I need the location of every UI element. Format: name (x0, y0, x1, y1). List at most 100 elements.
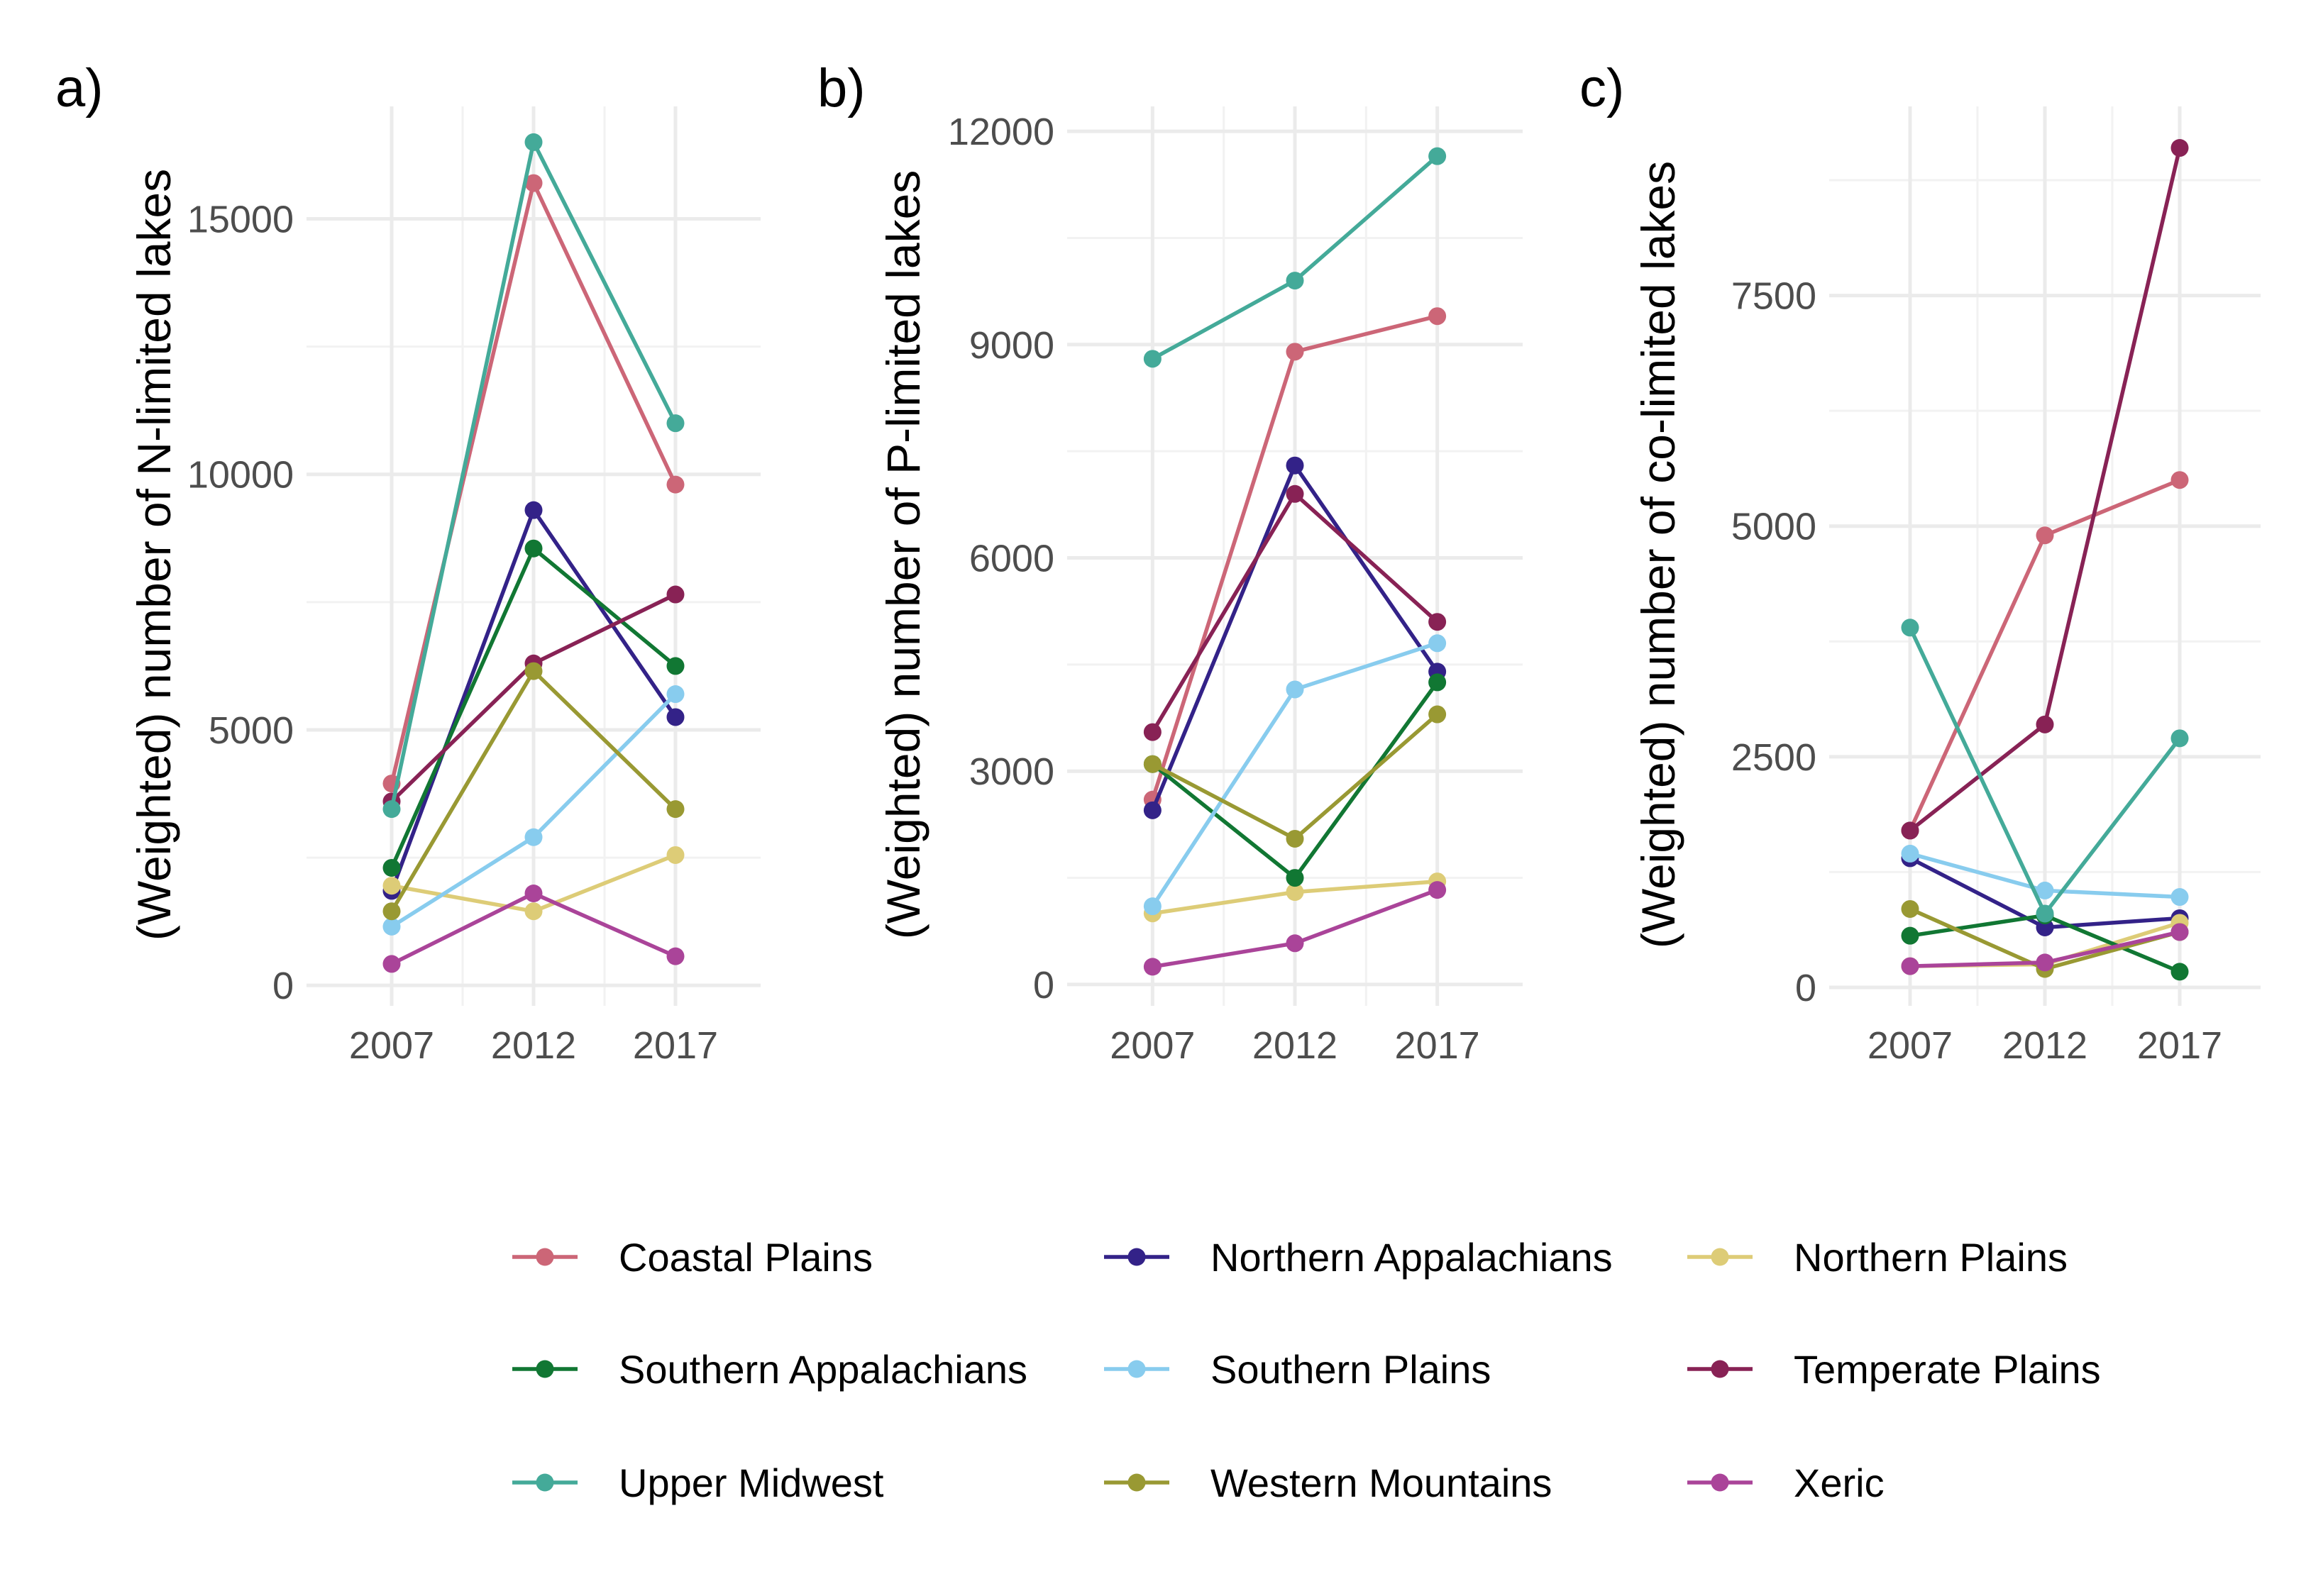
y-tick-label: 7500 (1731, 275, 1816, 318)
legend-item-southern-appalachians: Southern Appalachians (512, 1347, 1027, 1392)
data-point-xeric (1143, 958, 1162, 976)
data-point-southern-plains (1143, 897, 1162, 916)
data-point-western-mountains (524, 662, 543, 680)
y-tick-label: 0 (272, 965, 294, 1007)
data-point-xeric (2036, 953, 2054, 972)
legend-item-northern-plains: Northern Plains (1687, 1235, 2068, 1280)
data-point-coastal-plains (666, 475, 685, 494)
legend-label: Coastal Plains (619, 1235, 873, 1280)
panel-b-tag: b) (817, 58, 866, 118)
panel-c-y-axis-label: (Weighted) number of co-limited lakes (1632, 161, 1684, 948)
data-point-temperate-plains (1428, 613, 1447, 631)
data-point-northern-appalachians (1286, 456, 1304, 475)
data-point-northern-plains (666, 846, 685, 864)
data-point-xeric (524, 885, 543, 902)
data-point-xeric (2170, 923, 2189, 941)
y-tick-label: 5000 (1731, 506, 1816, 548)
data-point-northern-appalachians (1143, 801, 1162, 819)
data-point-xeric (1286, 934, 1304, 953)
panel-a-y-axis-label: (Weighted) number of N-limited lakes (128, 169, 180, 941)
panel-a-y-ticks: 0 5000 10000 15000 (187, 199, 294, 1008)
panel-b-x-ticks: 2007 2012 2017 (1110, 1024, 1479, 1067)
panel-c-series (1901, 139, 2189, 981)
data-point-upper-midwest (524, 133, 543, 151)
data-point-southern-appalachians (666, 657, 685, 675)
legend-key-point (1127, 1248, 1146, 1266)
legend-key-point (1711, 1473, 1729, 1492)
data-point-southern-plains (1428, 634, 1447, 653)
data-point-southern-appalachians (524, 539, 543, 558)
data-point-western-mountains (382, 902, 401, 921)
panel-a: a) 0 5000 10000 15000 2007 2012 2017 (Weighte… (55, 58, 761, 1067)
panel-a-x-ticks: 2007 2012 2017 (349, 1024, 718, 1067)
y-tick-label: 9000 (969, 324, 1054, 367)
legend: Coastal Plains Northern Appalachians North… (512, 1235, 2101, 1505)
data-point-western-mountains (666, 800, 685, 819)
data-point-northern-plains (524, 902, 543, 921)
legend-item-northern-appalachians: Northern Appalachians (1104, 1235, 1613, 1280)
data-point-southern-appalachians (382, 858, 401, 877)
data-point-southern-plains (524, 828, 543, 846)
panel-a-tag: a) (55, 58, 104, 118)
panel-b-series (1143, 147, 1447, 976)
data-point-southern-plains (2036, 881, 2054, 899)
data-point-temperate-plains (1143, 723, 1162, 741)
data-point-coastal-plains (2036, 526, 2054, 545)
y-tick-label: 3000 (969, 750, 1054, 793)
legend-key-point (1127, 1473, 1146, 1492)
panel-b-y-ticks: 0 3000 6000 9000 12000 (948, 111, 1054, 1007)
legend-key-point (1127, 1360, 1146, 1378)
data-point-western-mountains (1143, 755, 1162, 773)
data-point-upper-midwest (1428, 147, 1447, 165)
x-tick-label: 2012 (1252, 1024, 1337, 1067)
data-point-southern-appalachians (1286, 869, 1304, 887)
data-point-temperate-plains (1901, 821, 1919, 840)
panel-a-series (382, 133, 685, 973)
data-point-temperate-plains (2170, 139, 2189, 157)
data-point-southern-plains (1286, 680, 1304, 699)
data-point-southern-appalachians (1901, 926, 1919, 945)
x-tick-label: 2007 (1110, 1024, 1195, 1067)
data-point-xeric (666, 947, 685, 965)
x-tick-label: 2017 (633, 1024, 718, 1067)
legend-key-point (536, 1473, 554, 1492)
data-point-upper-midwest (382, 800, 401, 819)
data-point-western-mountains (1428, 705, 1447, 724)
data-point-northern-plains (382, 877, 401, 895)
legend-key-point (536, 1360, 554, 1378)
legend-item-coastal-plains: Coastal Plains (512, 1235, 873, 1280)
data-point-southern-plains (666, 685, 685, 704)
y-tick-label: 12000 (948, 111, 1054, 153)
panel-b: b) 0 3000 6000 9000 12000 2007 2012 2017 (Weig… (817, 58, 1523, 1067)
data-point-coastal-plains (1428, 307, 1447, 326)
panel-b-y-axis-label: (Weighted) number of P-limited lakes (877, 170, 929, 940)
y-tick-label: 15000 (187, 199, 294, 241)
legend-key-point (1711, 1360, 1729, 1378)
legend-item-southern-plains: Southern Plains (1104, 1347, 1491, 1392)
legend-key-point (536, 1248, 554, 1266)
y-tick-label: 6000 (969, 538, 1054, 580)
data-point-upper-midwest (666, 414, 685, 433)
data-point-upper-midwest (1901, 619, 1919, 637)
y-tick-label: 10000 (187, 454, 294, 497)
data-point-northern-appalachians (666, 708, 685, 726)
legend-key-point (1711, 1248, 1729, 1266)
x-tick-label: 2017 (1395, 1024, 1480, 1067)
legend-item-temperate-plains: Temperate Plains (1687, 1347, 2101, 1392)
data-point-xeric (382, 955, 401, 973)
y-tick-label: 5000 (209, 709, 294, 752)
panel-c-x-ticks: 2007 2012 2017 (1868, 1024, 2222, 1067)
data-point-upper-midwest (1143, 350, 1162, 368)
x-tick-label: 2012 (491, 1024, 576, 1067)
data-point-temperate-plains (1286, 484, 1304, 503)
legend-label: Upper Midwest (619, 1461, 884, 1505)
x-tick-label: 2007 (1868, 1024, 1953, 1067)
data-point-coastal-plains (524, 174, 543, 192)
data-point-upper-midwest (2170, 729, 2189, 748)
data-point-coastal-plains (2170, 471, 2189, 489)
data-point-southern-appalachians (2170, 963, 2189, 981)
data-point-southern-plains (1901, 844, 1919, 863)
legend-item-upper-midwest: Upper Midwest (512, 1461, 884, 1505)
panel-c-tag: c) (1579, 58, 1624, 118)
legend-label: Xeric (1794, 1461, 1885, 1505)
